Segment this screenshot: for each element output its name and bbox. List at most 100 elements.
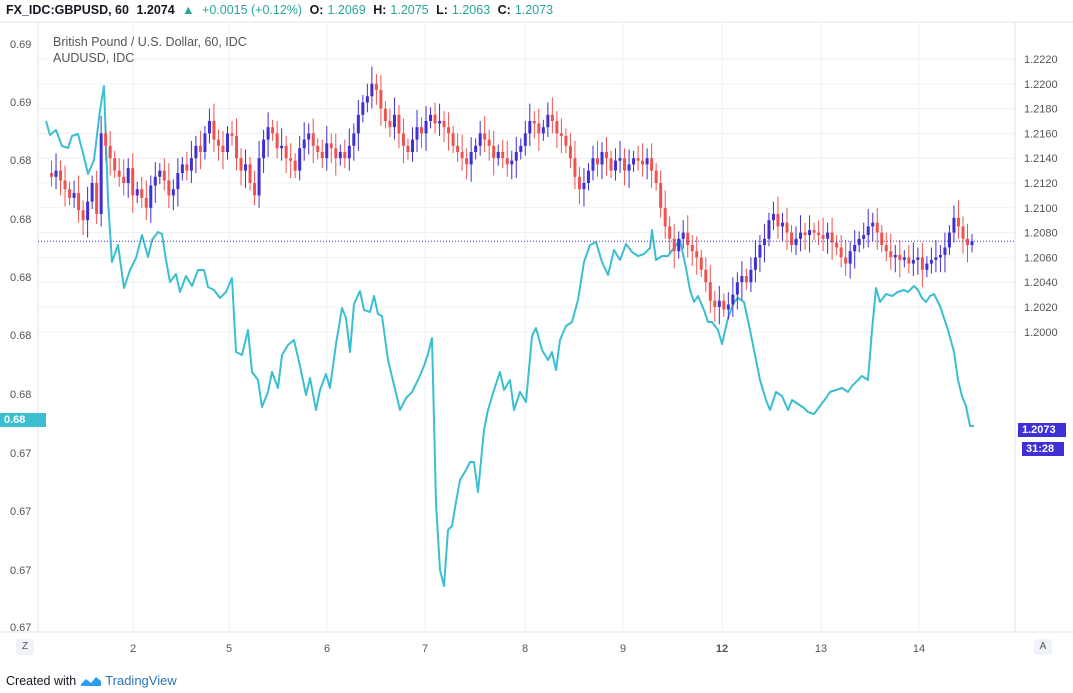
bull-candle <box>758 245 762 258</box>
right-axis-tick-label: 1.2060 <box>1024 252 1058 264</box>
bull-candle <box>735 282 739 295</box>
bear-candle <box>235 135 239 159</box>
bull-candle <box>72 192 76 198</box>
bull-candle <box>429 114 433 121</box>
bull-candle <box>952 217 956 233</box>
bear-candle <box>144 197 148 208</box>
bull-candle <box>90 183 94 202</box>
auto-scale-button[interactable]: A <box>1034 639 1052 655</box>
bull-candle <box>510 160 514 165</box>
bull-candle <box>627 164 631 171</box>
bull-candle <box>740 276 744 283</box>
bear-candle <box>654 170 658 183</box>
bear-candle <box>722 300 726 310</box>
bear-candle <box>483 133 487 140</box>
bull-candle <box>370 83 374 97</box>
left-axis-tick-label: 0.68 <box>10 214 31 226</box>
main-series-legend[interactable]: British Pound / U.S. Dollar, 60, IDC <box>53 35 247 49</box>
bear-candle <box>108 145 112 159</box>
bull-candle <box>618 158 622 161</box>
open-value: 1.2069 <box>327 3 366 17</box>
bear-candle <box>63 180 67 190</box>
bear-candle <box>595 158 599 165</box>
bear-candle <box>568 145 572 159</box>
bull-candle <box>767 220 771 239</box>
left-axis-tick-label: 0.68 <box>10 389 31 401</box>
right-axis-tick-label: 1.2020 <box>1024 302 1058 314</box>
symbol-name[interactable]: FX_IDC:GBPUSD, 60 <box>6 3 129 17</box>
bull-candle <box>771 214 775 221</box>
bear-candle <box>117 170 121 177</box>
bull-candle <box>677 238 681 252</box>
bear-candle <box>501 152 505 159</box>
bull-candle <box>356 114 360 134</box>
bull-candle <box>474 145 478 152</box>
tradingview-logo-icon <box>81 676 102 686</box>
bear-candle <box>555 121 559 134</box>
bull-candle <box>153 176 157 186</box>
bull-candle <box>410 139 414 152</box>
bull-candle <box>478 133 482 146</box>
bear-candle <box>311 133 315 146</box>
bull-candle <box>717 300 721 307</box>
bear-candle <box>379 90 383 109</box>
low-value: 1.2063 <box>451 3 491 17</box>
bear-candle <box>289 158 293 161</box>
zoom-button[interactable]: Z <box>16 639 34 655</box>
bear-candle <box>690 245 694 252</box>
bull-candle <box>302 139 306 149</box>
bull-candle <box>731 294 735 305</box>
bull-candle <box>307 133 311 140</box>
bear-candle <box>95 183 99 214</box>
left-axis-tick-label: 0.68 <box>10 272 31 284</box>
bear-candle <box>884 245 888 252</box>
bull-candle <box>180 164 184 174</box>
bull-candle <box>207 121 211 134</box>
bear-candle <box>744 276 748 283</box>
bear-candle <box>81 210 85 221</box>
bull-candle <box>848 251 852 264</box>
left-axis-tick-label: 0.67 <box>10 448 31 460</box>
bull-candle <box>266 127 270 140</box>
bear-candle <box>956 217 960 227</box>
bull-candle <box>126 168 130 183</box>
bull-candle <box>600 152 604 165</box>
bull-candle <box>424 121 428 134</box>
bear-candle <box>320 152 324 159</box>
grid <box>0 21 1073 633</box>
bull-candle <box>546 114 550 128</box>
bull-candle <box>943 247 947 255</box>
bear-candle <box>830 232 834 243</box>
bear-candle <box>835 242 839 248</box>
bear-candle <box>50 173 54 177</box>
bear-candle <box>167 180 171 196</box>
bear-candle <box>433 114 437 124</box>
bull-candle <box>826 232 830 239</box>
right-axis-tick-label: 1.2080 <box>1024 228 1058 240</box>
bear-candle <box>451 133 455 146</box>
bull-candle <box>523 133 527 146</box>
bear-candle <box>559 133 563 136</box>
bull-candle <box>365 96 369 103</box>
tradingview-logo[interactable]: TradingView <box>80 673 177 688</box>
bull-candle <box>902 257 906 260</box>
secondary-series-legend[interactable]: AUDUSD, IDC <box>53 51 135 65</box>
bear-candle <box>920 257 924 270</box>
symbol-header: FX_IDC:GBPUSD, 60 1.2074 ▲ +0.0015 (+0.1… <box>6 3 557 17</box>
bull-candle <box>496 152 500 159</box>
bull-candle <box>753 257 757 270</box>
bull-candle <box>794 238 798 245</box>
bear-candle <box>293 160 297 171</box>
right-axis-tick-label: 1.2100 <box>1024 203 1058 215</box>
bear-candle <box>550 114 554 121</box>
bear-candle <box>230 133 234 136</box>
bear-candle <box>812 230 816 233</box>
bull-candle <box>799 232 803 239</box>
audusd-line <box>45 85 974 587</box>
bull-candle <box>726 304 730 310</box>
bull-candle <box>469 152 473 165</box>
bear-candle <box>965 238 969 245</box>
right-axis-tick-label: 1.2140 <box>1024 153 1058 165</box>
bull-candle <box>586 170 590 183</box>
bear-candle <box>131 168 135 196</box>
